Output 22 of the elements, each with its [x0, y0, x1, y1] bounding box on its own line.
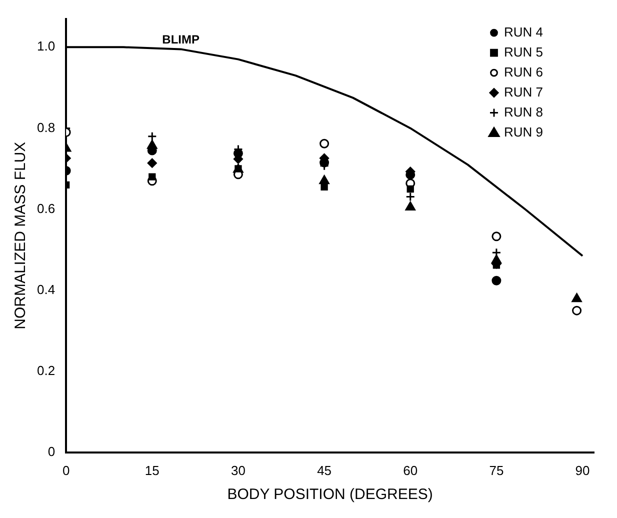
x-axis-title: BODY POSITION (DEGREES)	[227, 486, 433, 504]
y-axis-title: NORMALIZED MASS FLUX	[12, 142, 30, 330]
legend-label: RUN 8	[504, 104, 544, 120]
x-tick-label: 30	[230, 462, 246, 478]
legend-label: RUN 4	[504, 24, 544, 40]
x-tick-label: 45	[317, 462, 332, 478]
y-tick-label: 0.4	[36, 282, 56, 297]
legend-label: RUN 6	[504, 64, 544, 80]
legend-label: RUN 7	[504, 84, 544, 100]
x-tick-label: 60	[403, 462, 418, 478]
legend-label: RUN 9	[504, 124, 544, 140]
legend-label: RUN 5	[504, 44, 544, 60]
y-tick-label: 0.6	[36, 200, 56, 216]
x-tick-label: 75	[489, 462, 504, 478]
x-tick-label: 90	[575, 462, 590, 478]
y-tick-label: 0.2	[36, 362, 56, 378]
y-tick-label: 1.0	[36, 38, 56, 54]
x-tick-label: 0	[62, 462, 70, 478]
y-tick-label: 0	[48, 444, 56, 459]
x-tick-label: 15	[144, 462, 160, 478]
annotation: BLIMP	[162, 32, 200, 47]
y-tick-label: 0.8	[36, 120, 56, 135]
